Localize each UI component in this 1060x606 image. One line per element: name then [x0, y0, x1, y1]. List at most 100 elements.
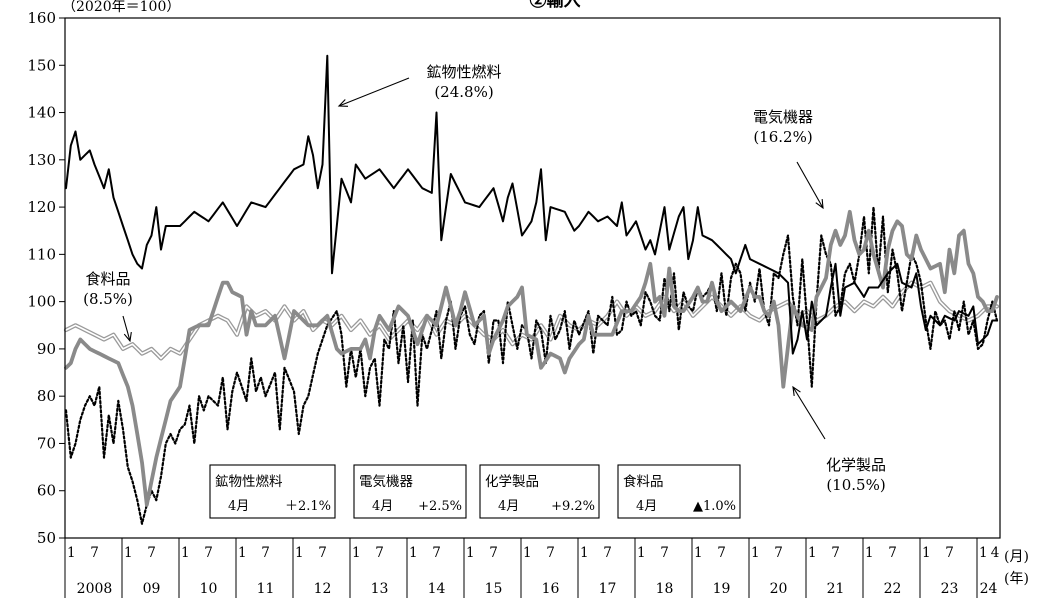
info-box-title: 電気機器 — [359, 474, 413, 490]
month-tick-label: 1 — [979, 545, 988, 561]
year-label: 17 — [599, 581, 617, 597]
annotation-arrowhead — [815, 198, 824, 210]
series-line — [64, 206, 999, 525]
plot-frame — [64, 17, 1001, 539]
month-tick-label: 1 — [922, 545, 931, 561]
month-tick-label: 7 — [204, 545, 213, 561]
y-tick-label: 90 — [37, 340, 56, 358]
info-box: 鉱物性燃料 4月 ＋2.1% — [209, 464, 336, 519]
month-tick-label: 7 — [318, 545, 327, 561]
annotation-arrowhead — [337, 99, 349, 107]
info-box-month: 4月 — [636, 499, 657, 514]
chem-label: 化学製品 — [826, 456, 886, 474]
month-tick-label: 7 — [489, 545, 498, 561]
info-box-change: +2.5% — [418, 499, 462, 514]
month-tick-label: 7 — [660, 545, 669, 561]
month-tick-label: 1 — [808, 545, 817, 561]
info-box: 電気機器 4月 +2.5% — [353, 464, 467, 519]
series-line — [65, 54, 998, 355]
series-line — [63, 280, 1000, 361]
month-tick-label: 7 — [90, 545, 99, 561]
info-box-title: 化学製品 — [485, 474, 539, 490]
annotation-arrowhead — [792, 385, 801, 396]
annotation-arrowhead — [123, 332, 132, 343]
month-tick-label: 1 — [352, 545, 361, 561]
month-tick-label: 7 — [261, 545, 270, 561]
series-電気機器 — [64, 209, 999, 507]
month-tick-label: 1 — [466, 545, 475, 561]
month-tick-label: 7 — [546, 545, 555, 561]
year-label: 13 — [371, 581, 389, 597]
info-box: 化学製品 4月 +9.2% — [479, 464, 600, 519]
elec-share: (16.2%) — [753, 128, 812, 146]
month-tick-label: 1 — [67, 545, 76, 561]
info-box-month: 4月 — [372, 499, 393, 514]
y-tick-label: 130 — [27, 151, 56, 169]
month-tick-label: 1 — [751, 545, 760, 561]
year-label: 10 — [200, 581, 218, 597]
info-box-title: 食料品 — [623, 473, 664, 490]
annotation-arrow — [796, 161, 824, 209]
fuel-share: (24.8%) — [434, 83, 493, 101]
year-label: 2008 — [77, 581, 113, 597]
chart-title: ②輸入 — [530, 0, 581, 11]
info-box-change: ＋2.1% — [285, 499, 331, 514]
year-label: 12 — [314, 581, 332, 597]
info-box-change: ▲1.0% — [693, 499, 736, 514]
info-box-change: +9.2% — [551, 499, 595, 514]
y-tick-label: 140 — [27, 104, 56, 122]
month-tick-label: 1 — [865, 545, 874, 561]
info-box-month: 4月 — [228, 499, 249, 514]
info-box-month: 4月 — [498, 499, 519, 514]
year-label: 11 — [257, 581, 275, 597]
unit-label: （2020年＝100） — [62, 0, 180, 15]
chem-share: (10.5%) — [826, 476, 885, 494]
year-label: 23 — [941, 581, 959, 597]
x-unit-month: (月) — [1004, 549, 1029, 565]
month-tick-label: 1 — [694, 545, 703, 561]
year-label: 18 — [656, 581, 674, 597]
y-tick-label: 150 — [27, 56, 56, 74]
month-tick-label: 1 — [637, 545, 646, 561]
series-鉱物性燃料 — [65, 54, 998, 355]
month-tick-label: 7 — [774, 545, 783, 561]
year-label: 21 — [827, 581, 845, 597]
y-tick-label: 160 — [27, 9, 56, 27]
month-tick-label: 7 — [603, 545, 612, 561]
info-box-frame — [479, 464, 600, 519]
year-label: 15 — [485, 581, 503, 597]
year-label: 20 — [770, 581, 788, 597]
month-tick-label: 7 — [147, 545, 156, 561]
elec-label: 電気機器 — [753, 108, 813, 126]
series-化学製品 — [64, 206, 999, 525]
info-box-frame — [353, 464, 467, 519]
food-label: 食料品 — [85, 270, 130, 288]
y-tick-label: 60 — [37, 482, 56, 500]
series-食料品 — [63, 280, 1000, 361]
month-tick-label: 7 — [717, 545, 726, 561]
month-tick-label: 1 — [295, 545, 304, 561]
y-tick-label: 110 — [27, 245, 56, 263]
year-label: 16 — [542, 581, 560, 597]
month-tick-label: 7 — [831, 545, 840, 561]
year-label: 09 — [143, 581, 161, 597]
annotation-arrow — [122, 315, 131, 342]
food-share: (8.5%) — [83, 290, 133, 308]
info-box-frame — [617, 464, 741, 519]
year-label: 14 — [428, 581, 446, 597]
series-line — [64, 209, 999, 507]
y-tick-label: 80 — [37, 387, 56, 405]
month-tick-label: 7 — [888, 545, 897, 561]
month-tick-label: 7 — [375, 545, 384, 561]
annotation-arrow — [792, 386, 826, 440]
month-tick-label: 1 — [409, 545, 418, 561]
y-tick-label: 120 — [27, 198, 56, 216]
month-tick-label: 4 — [991, 545, 1000, 561]
x-unit-year: (年) — [1004, 571, 1029, 587]
month-tick-label: 1 — [238, 545, 247, 561]
year-label: 19 — [713, 581, 731, 597]
annotation-arrow — [338, 77, 410, 107]
month-tick-label: 7 — [945, 545, 954, 561]
info-box-frame — [209, 464, 336, 519]
